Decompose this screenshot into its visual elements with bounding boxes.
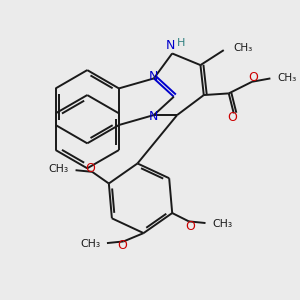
Text: O: O — [186, 220, 196, 232]
Text: O: O — [248, 71, 258, 84]
Text: N: N — [166, 40, 175, 52]
Text: CH₃: CH₃ — [80, 239, 100, 249]
Text: O: O — [227, 111, 237, 124]
Text: CH₃: CH₃ — [212, 219, 232, 229]
Text: CH₃: CH₃ — [49, 164, 69, 174]
Text: H: H — [177, 38, 185, 48]
Text: N: N — [149, 70, 158, 83]
Text: N: N — [149, 110, 158, 123]
Text: CH₃: CH₃ — [233, 44, 252, 53]
Text: O: O — [117, 239, 127, 252]
Text: O: O — [85, 162, 95, 175]
Text: CH₃: CH₃ — [277, 73, 296, 82]
